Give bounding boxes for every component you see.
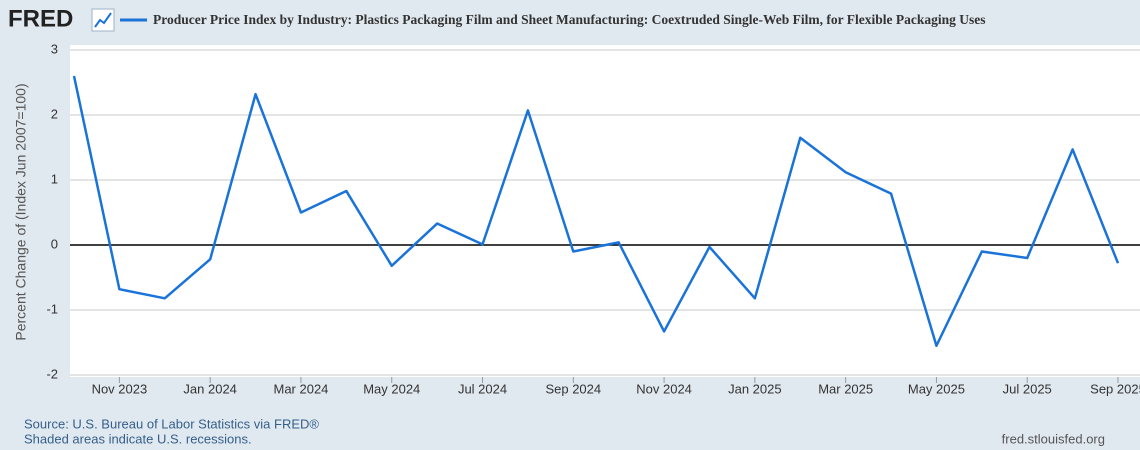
x-tick-label: Jul 2025 bbox=[1003, 381, 1052, 396]
x-tick-label: Mar 2025 bbox=[818, 381, 873, 396]
y-tick-label: 3 bbox=[51, 41, 58, 56]
x-tick-label: Jan 2025 bbox=[728, 381, 782, 396]
y-tick-label: 2 bbox=[51, 106, 58, 121]
plot-area bbox=[70, 45, 1140, 377]
x-tick-label: Nov 2023 bbox=[92, 381, 148, 396]
x-tick-label: Sep 2025 bbox=[1090, 381, 1140, 396]
data-line bbox=[72, 75, 1120, 347]
x-tick-label: Jul 2024 bbox=[458, 381, 507, 396]
x-tick-label: May 2025 bbox=[908, 381, 965, 396]
y-tick-label: -1 bbox=[46, 301, 58, 316]
x-tick-label: Jan 2024 bbox=[183, 381, 237, 396]
logo-icon bbox=[91, 8, 115, 32]
x-tick-label: May 2024 bbox=[363, 381, 420, 396]
url: fred.stlouisfed.org bbox=[1002, 431, 1105, 446]
y-tick-label: 0 bbox=[51, 236, 58, 251]
note: Shaded areas indicate U.S. recessions. bbox=[24, 431, 252, 446]
logo: FRED bbox=[8, 5, 73, 32]
x-tick-label: Mar 2024 bbox=[273, 381, 328, 396]
y-tick-label: 1 bbox=[51, 171, 58, 186]
y-axis-label: Percent Change of (Index Jun 2007=100) bbox=[13, 83, 29, 340]
x-tick-label: Sep 2024 bbox=[545, 381, 601, 396]
source: Source: U.S. Bureau of Labor Statistics … bbox=[24, 416, 319, 431]
legend-label: Producer Price Index by Industry: Plasti… bbox=[153, 12, 986, 27]
y-tick-label: -2 bbox=[46, 366, 58, 381]
x-tick-label: Nov 2024 bbox=[636, 381, 692, 396]
